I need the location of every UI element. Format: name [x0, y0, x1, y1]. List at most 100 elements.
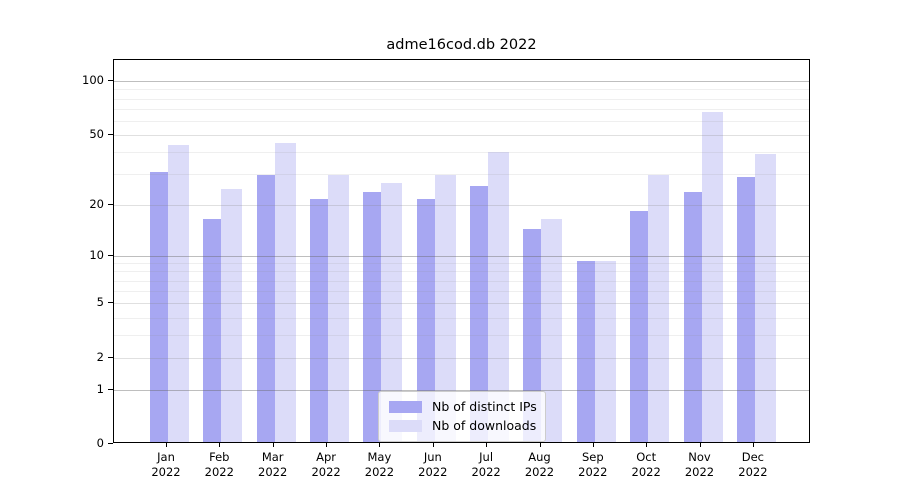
x-tick-year-nov: 2022 — [684, 465, 715, 479]
x-tick-year-mar: 2022 — [258, 465, 288, 479]
x-tick-month-may: May — [367, 450, 392, 464]
x-tick-mark-jun — [432, 443, 434, 447]
bar-downloads-jun — [434, 174, 456, 442]
x-tick-month-jan: Jan — [157, 450, 175, 464]
y-tick-mark-10 — [108, 254, 113, 256]
x-tick-year-jun: 2022 — [418, 465, 448, 479]
x-tick-label-oct: Oct 2022 — [611, 450, 681, 480]
x-tick-year-jul: 2022 — [471, 465, 501, 479]
y-tick-mark-50 — [108, 133, 113, 135]
bar-distinct-ips-jul — [470, 185, 489, 442]
y-tick-label-5: 5 — [96, 295, 104, 310]
x-tick-month-jun: Jun — [423, 450, 442, 464]
x-tick-label-dec: Dec 2022 — [718, 450, 788, 480]
bar-downloads-oct — [648, 174, 670, 442]
legend: Nb of distinct IPs Nb of downloads — [378, 391, 546, 442]
bar-downloads-mar — [274, 142, 296, 442]
x-tick-label-nov: Nov 2022 — [665, 450, 735, 480]
x-tick-month-aug: Aug — [528, 450, 551, 464]
y-tick-label-1: 1 — [96, 381, 104, 396]
x-tick-month-nov: Nov — [688, 450, 711, 464]
x-tick-label-jun: Jun 2022 — [398, 450, 468, 480]
x-tick-mark-feb — [219, 443, 221, 447]
bar-distinct-ips-dec — [736, 177, 755, 442]
x-tick-month-jul: Jul — [479, 450, 494, 464]
x-tick-mark-jan — [166, 443, 167, 447]
bar-distinct-ips-feb — [203, 219, 222, 442]
bar-downloads-jan — [168, 144, 189, 442]
x-tick-mark-nov — [699, 443, 701, 447]
x-tick-year-dec: 2022 — [738, 465, 768, 479]
y-tick-label-100: 100 — [82, 73, 104, 88]
x-tick-mark-sep — [592, 443, 594, 447]
y-tick-label-2: 2 — [96, 349, 104, 364]
x-tick-month-apr: Apr — [316, 450, 337, 464]
bar-distinct-ips-jun — [416, 199, 435, 442]
x-tick-label-apr: Apr 2022 — [291, 450, 361, 480]
bar-downloads-jul — [488, 152, 510, 442]
x-tick-mark-jul — [486, 443, 488, 447]
bar-downloads-feb — [221, 189, 243, 442]
x-tick-year-oct: 2022 — [631, 465, 661, 479]
x-tick-year-aug: 2022 — [524, 465, 555, 479]
x-tick-label-jan: Jan 2022 — [131, 450, 201, 480]
legend-label-distinct-ips: Nb of distinct IPs — [432, 399, 537, 414]
x-tick-label-sep: Sep 2022 — [558, 450, 628, 480]
bar-distinct-ips-jan — [150, 172, 168, 442]
y-tick-label-0: 0 — [96, 436, 104, 450]
x-tick-label-mar: Mar 2022 — [238, 450, 308, 480]
chart-title: adme16cod.db 2022 — [386, 37, 537, 53]
x-tick-year-apr: 2022 — [311, 465, 341, 479]
bar-downloads-nov — [701, 111, 723, 442]
y-tick-label-10: 10 — [89, 247, 104, 262]
x-tick-mark-apr — [326, 443, 328, 447]
bar-distinct-ips-mar — [256, 174, 275, 442]
x-tick-mark-mar — [272, 443, 274, 447]
y-tick-label-20: 20 — [89, 196, 104, 211]
x-tick-label-aug: Aug 2022 — [505, 450, 575, 480]
x-tick-month-dec: Dec — [741, 450, 765, 464]
x-tick-year-sep: 2022 — [578, 465, 608, 479]
gridline-80 — [114, 98, 809, 100]
legend-item-downloads: Nb of downloads — [379, 416, 545, 435]
y-tick-mark-5 — [108, 302, 113, 304]
x-tick-label-may: May 2022 — [344, 450, 414, 480]
x-tick-label-feb: Feb 2022 — [184, 450, 254, 480]
bar-downloads-apr — [328, 174, 350, 442]
y-tick-mark-2 — [108, 356, 113, 358]
bar-downloads-sep — [594, 261, 616, 442]
x-tick-label-jul: Jul 2022 — [451, 450, 521, 480]
x-tick-year-jan: 2022 — [151, 465, 181, 479]
x-tick-month-oct: Oct — [636, 450, 657, 464]
x-tick-mark-may — [379, 443, 381, 447]
x-tick-mark-dec — [752, 443, 754, 447]
plot-area — [113, 59, 810, 443]
x-tick-year-may: 2022 — [364, 465, 395, 479]
legend-label-downloads: Nb of downloads — [432, 418, 537, 433]
gridline-70 — [114, 108, 809, 110]
y-tick-mark-1 — [108, 388, 113, 390]
x-tick-year-feb: 2022 — [204, 465, 234, 479]
legend-item-distinct-ips: Nb of distinct IPs — [379, 397, 545, 416]
gridline-90 — [114, 89, 809, 91]
bar-downloads-may — [381, 182, 403, 442]
bar-downloads-dec — [754, 154, 776, 442]
bar-distinct-ips-may — [363, 192, 382, 442]
bar-distinct-ips-sep — [576, 261, 595, 442]
gridline-100 — [114, 81, 809, 83]
y-tick-mark-0 — [108, 443, 113, 444]
x-tick-month-mar: Mar — [261, 450, 284, 464]
bar-distinct-ips-apr — [310, 199, 329, 442]
bar-distinct-ips-nov — [683, 192, 702, 442]
legend-swatch-distinct-ips — [389, 400, 422, 413]
y-tick-mark-100 — [108, 80, 113, 82]
x-tick-month-sep: Sep — [581, 450, 604, 464]
y-tick-label-50: 50 — [89, 126, 104, 141]
bar-distinct-ips-aug — [523, 229, 542, 442]
legend-swatch-downloads — [389, 419, 422, 432]
y-axis: 0 1 2 5 10 20 50 100 — [0, 59, 104, 450]
bar-downloads-aug — [541, 219, 563, 442]
y-tick-mark-20 — [108, 203, 113, 205]
x-tick-month-feb: Feb — [209, 450, 230, 464]
x-tick-mark-aug — [539, 443, 541, 447]
